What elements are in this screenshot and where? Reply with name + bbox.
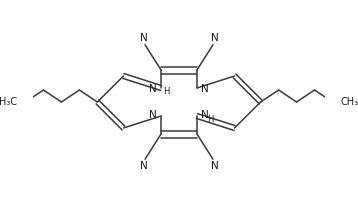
Text: N: N — [211, 161, 218, 171]
Text: CH₃: CH₃ — [341, 97, 358, 107]
Text: H₃C: H₃C — [0, 97, 17, 107]
Text: N: N — [211, 33, 218, 43]
Text: N: N — [149, 110, 157, 120]
Text: N: N — [149, 84, 157, 94]
Text: H: H — [164, 88, 170, 96]
Text: H: H — [208, 114, 214, 123]
Text: N: N — [201, 84, 209, 94]
Text: N: N — [140, 161, 147, 171]
Text: N: N — [201, 110, 209, 120]
Text: N: N — [140, 33, 147, 43]
